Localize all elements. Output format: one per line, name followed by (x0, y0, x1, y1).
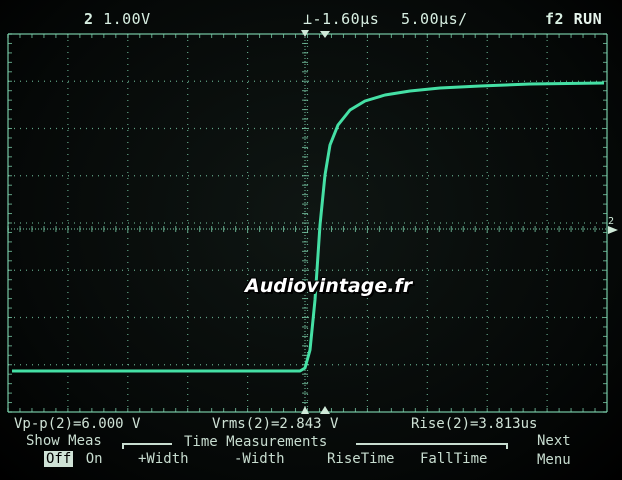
trigger-icon: ⊥ (303, 10, 313, 28)
channel-ground-marker-icon (608, 226, 618, 234)
trigger-readout[interactable]: ⊥-1.60µs (303, 10, 379, 28)
timebase-reference-marker-icon (320, 31, 330, 38)
show-meas-title: Show Meas (26, 433, 102, 449)
plus-width-softkey[interactable]: +Width (138, 451, 189, 467)
trigger-position-marker-top (301, 30, 330, 38)
timebase-unit: µ (439, 10, 449, 28)
trigger-suffix: s (369, 10, 380, 28)
trigger-status[interactable]: f2 RUN (545, 10, 602, 28)
vrms-measurement: Vrms(2)=2.843 V (212, 416, 339, 432)
minus-width-softkey[interactable]: -Width (234, 451, 285, 467)
channel-scale: 1.00V (103, 10, 151, 28)
group-rule-right (356, 443, 508, 449)
channel-number: 2 (84, 10, 94, 28)
next-menu-softkey[interactable]: Next Menu (537, 433, 571, 468)
rise-measurement: Rise(2)=3.813us (411, 416, 538, 432)
on-option[interactable]: On (85, 451, 103, 467)
ground-marker-label: 2 (608, 216, 614, 227)
show-meas-softkey[interactable]: Off On (44, 451, 103, 467)
timebase-value: 5.00 (401, 10, 440, 28)
next-label: Next (537, 433, 571, 449)
off-option[interactable]: Off (44, 451, 74, 467)
signal-trace (12, 81, 605, 373)
watermark: Audiovintage.fr (245, 275, 413, 297)
time-measurements-title: Time Measurements (184, 434, 328, 450)
run-state: RUN (573, 10, 603, 28)
trigger-level: -1.60 (312, 10, 361, 28)
trigger-time-marker-icon (301, 30, 309, 37)
fall-time-softkey[interactable]: FallTime (420, 451, 488, 467)
menu-label: Menu (537, 452, 571, 468)
channel-ground-marker (608, 226, 618, 234)
trigger-unit: µ (360, 10, 370, 28)
bottom-reference-marker-icon (320, 406, 330, 414)
channel-scale-readout[interactable]: 2 1.00V (84, 10, 151, 28)
timebase-suffix: s/ (448, 10, 468, 28)
group-rule-left (122, 443, 172, 449)
grid-lines (7, 33, 608, 413)
trigger-source: f2 (545, 10, 565, 28)
timebase-readout[interactable]: 5.00µs/ (401, 10, 468, 28)
trigger-position-marker-bottom (301, 406, 330, 414)
rise-time-softkey[interactable]: RiseTime (327, 451, 395, 467)
bottom-time-marker-icon (301, 406, 309, 414)
vpp-measurement: Vp-p(2)=6.000 V (14, 416, 141, 432)
